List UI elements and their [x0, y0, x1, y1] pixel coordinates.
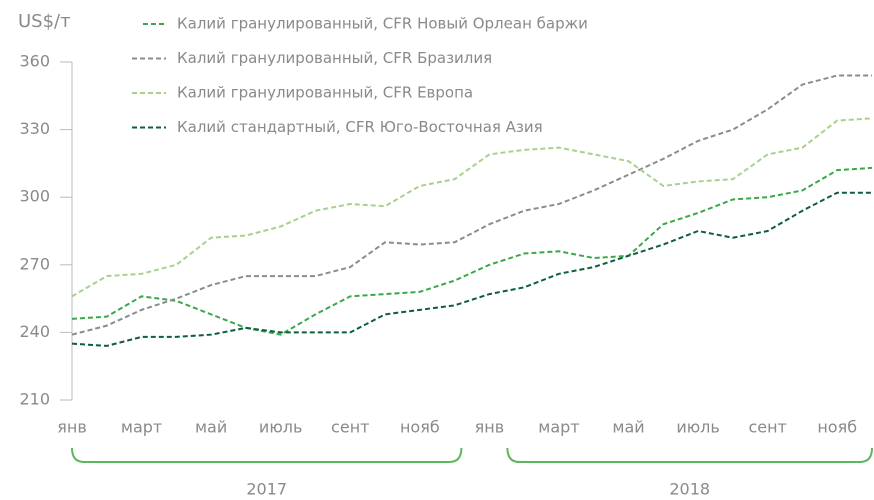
year-bracket — [71, 447, 463, 463]
x-tick-label: март — [121, 418, 162, 437]
legend-label: Калий гранулированный, CFR Европа — [177, 84, 473, 102]
y-axis-label: US$/т — [18, 11, 71, 32]
year-label: 2018 — [669, 480, 710, 499]
series-line — [71, 74, 872, 336]
x-tick-label: март — [538, 418, 579, 437]
legend-label: Калий гранулированный, CFR Новый Орлеан … — [177, 15, 588, 33]
legend-label: Калий гранулированный, CFR Бразилия — [177, 49, 492, 67]
x-tick-label: янв — [57, 418, 87, 437]
series-line — [71, 191, 872, 347]
x-tick-label: май — [195, 418, 227, 437]
y-tick-label: 210 — [19, 390, 50, 409]
x-tick-label: янв — [475, 418, 505, 437]
x-tick-label: нояб — [817, 418, 857, 437]
x-tick-label: сент — [748, 418, 786, 437]
x-tick-label: июль — [259, 418, 303, 437]
y-tick-label: 300 — [19, 187, 50, 206]
legend-label: Калий стандартный, CFR Юго-Восточная Ази… — [177, 118, 543, 136]
year-label: 2017 — [246, 480, 287, 499]
y-tick-label: 330 — [19, 119, 50, 138]
x-tick-label: июль — [676, 418, 720, 437]
x-tick-label: нояб — [400, 418, 440, 437]
series-line — [71, 166, 873, 336]
x-tick-label: сент — [331, 418, 369, 437]
year-bracket — [506, 447, 873, 463]
y-tick-label: 270 — [19, 254, 50, 273]
y-tick-label: 240 — [19, 322, 50, 341]
series-line — [71, 117, 873, 298]
y-tick-label: 360 — [19, 52, 50, 71]
x-tick-label: май — [612, 418, 644, 437]
